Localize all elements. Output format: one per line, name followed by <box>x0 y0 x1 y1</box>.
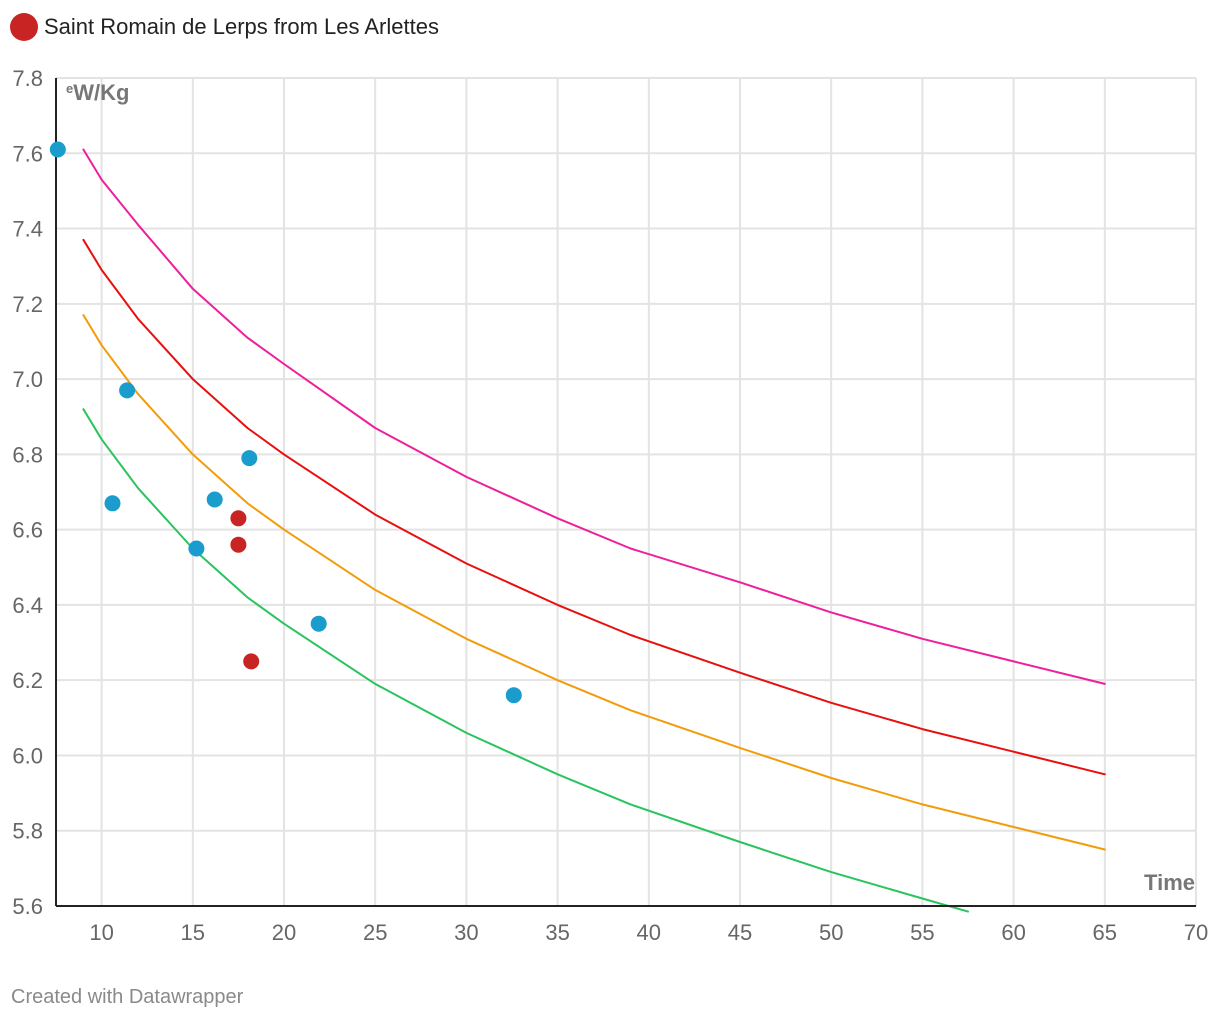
x-tick-label: 25 <box>363 920 387 945</box>
x-tick-label: 70 <box>1184 920 1208 945</box>
x-axis-title: Time <box>1144 870 1195 895</box>
x-tick-label: 35 <box>545 920 569 945</box>
y-tick-label: 6.2 <box>12 668 43 693</box>
y-tick-label: 7.0 <box>12 367 43 392</box>
data-point-blue <box>505 687 522 704</box>
data-point-red <box>243 653 260 670</box>
data-point-red <box>230 510 247 527</box>
data-point-red <box>230 536 247 553</box>
green-curve <box>82 408 969 913</box>
data-points <box>49 141 522 704</box>
axes <box>55 78 1196 907</box>
legend-swatch <box>10 13 38 41</box>
x-tick-label: 10 <box>89 920 113 945</box>
x-tick-label: 45 <box>728 920 752 945</box>
y-tick-label: 6.0 <box>12 743 43 768</box>
x-tick-label: 60 <box>1001 920 1025 945</box>
y-tick-label: 5.6 <box>12 894 43 919</box>
y-axis-title: eW/Kg <box>66 80 129 105</box>
data-point-blue <box>119 382 136 399</box>
x-tick-label: 20 <box>272 920 296 945</box>
credit-text: Created with Datawrapper <box>11 986 244 1008</box>
grid-lines <box>56 77 1197 906</box>
red-curve <box>82 238 1106 776</box>
data-point-blue <box>310 615 327 632</box>
y-tick-label: 5.8 <box>12 819 43 844</box>
data-point-blue <box>188 540 205 557</box>
x-tick-label: 50 <box>819 920 843 945</box>
y-tick-label: 6.8 <box>12 442 43 467</box>
legend-label: Saint Romain de Lerps from Les Arlettes <box>44 14 439 39</box>
y-tick-label: 6.4 <box>12 593 43 618</box>
data-point-blue <box>241 450 258 467</box>
x-tick-label: 15 <box>181 920 205 945</box>
y-tick-label: 7.4 <box>12 217 43 242</box>
y-axis-title-prefix: e <box>66 81 73 96</box>
data-point-blue <box>206 491 223 508</box>
reference-curves <box>82 148 1106 913</box>
x-tick-label: 40 <box>637 920 661 945</box>
x-tick-label: 65 <box>1093 920 1117 945</box>
x-tick-label: 55 <box>910 920 934 945</box>
y-tick-label: 7.2 <box>12 292 43 317</box>
x-tick-label: 30 <box>454 920 478 945</box>
data-point-blue <box>104 495 121 512</box>
orange-curve <box>82 314 1106 851</box>
data-point-blue <box>49 141 66 158</box>
legend: Saint Romain de Lerps from Les Arlettes <box>10 12 439 42</box>
y-tick-label: 7.6 <box>12 141 43 166</box>
pink-curve <box>82 148 1106 685</box>
y-axis-title-main: W/Kg <box>73 80 129 105</box>
y-tick-label: 6.6 <box>12 518 43 543</box>
y-tick-label: 7.8 <box>12 66 43 91</box>
tick-labels: 7.8 7.6 7.4 7.2 7.0 6.8 6.6 6.4 6.2 6.0 5.8 5.6 10 15… <box>12 66 1208 945</box>
